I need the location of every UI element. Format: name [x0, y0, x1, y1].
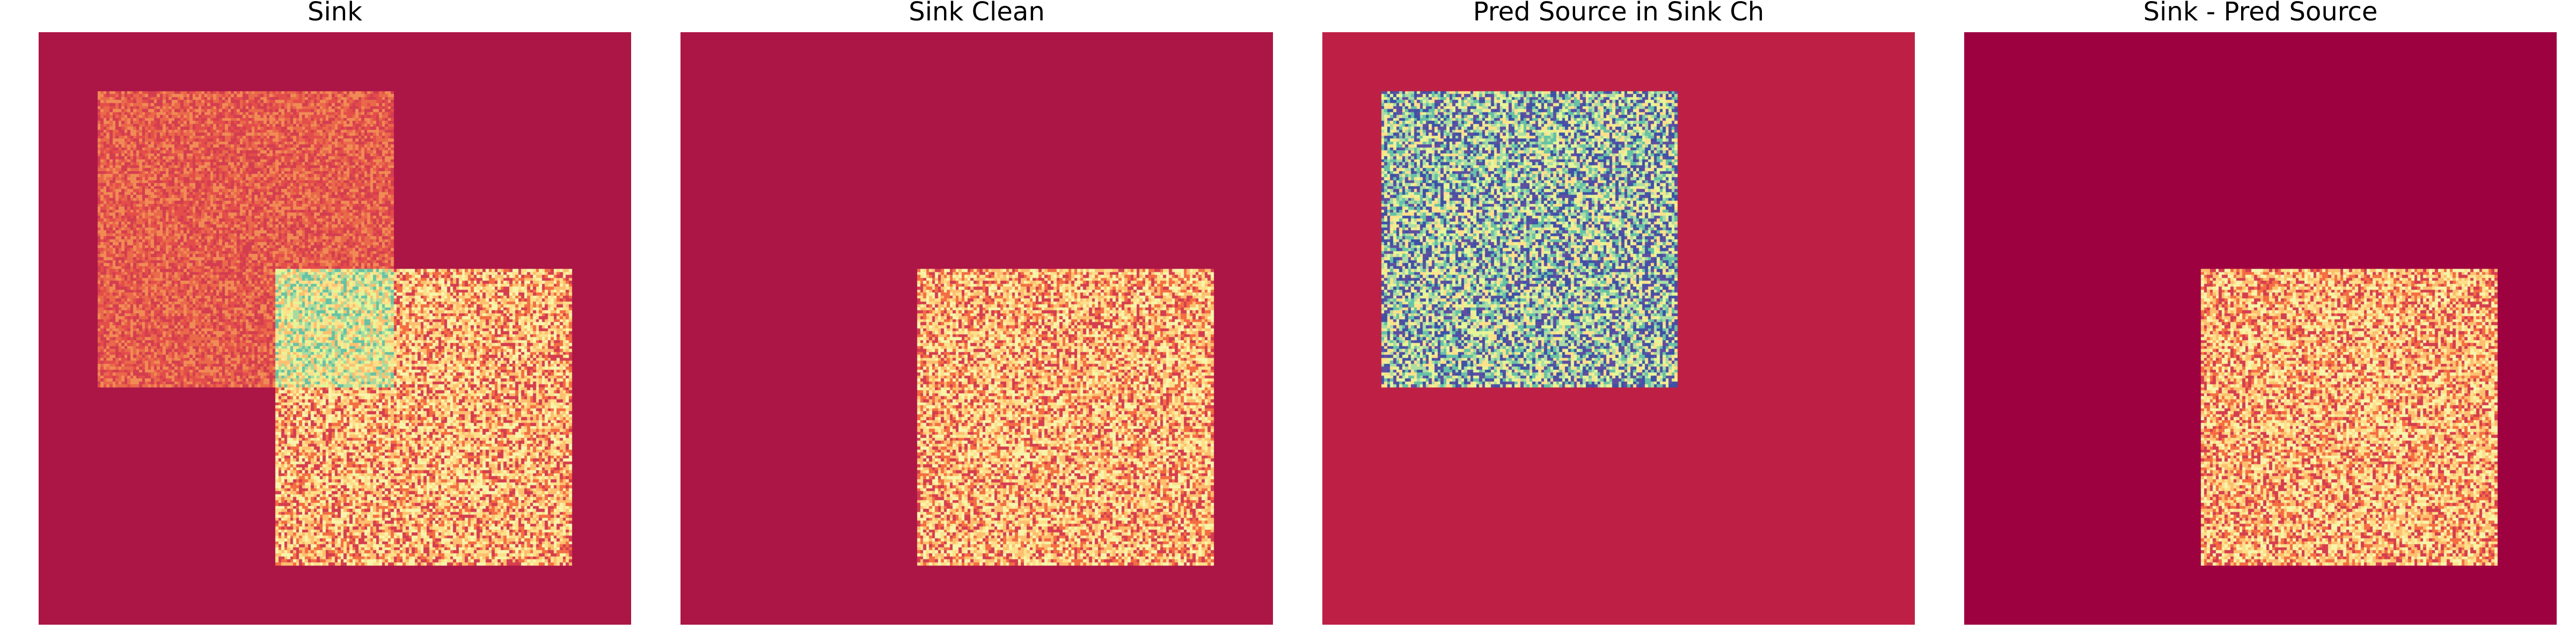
heatmap-canvas-pred-source — [1322, 32, 1915, 625]
heatmap-canvas-sink-clean — [680, 32, 1273, 625]
panel-title: Sink - Pred Source — [2143, 0, 2378, 27]
heatmap-panel-pred-source: Pred Source in Sink Ch — [1322, 0, 1915, 644]
panel-title: Sink — [307, 0, 363, 27]
heatmap-canvas-sink — [39, 32, 631, 625]
heatmap-panel-sink: Sink — [39, 0, 631, 644]
heatmap-panel-sink-clean: Sink Clean — [680, 0, 1273, 644]
heatmap-canvas-sink-minus-pred — [1964, 32, 2557, 625]
panel-title: Sink Clean — [909, 0, 1045, 27]
panel-title: Pred Source in Sink Ch — [1473, 0, 1765, 27]
heatmap-panel-sink-minus-pred: Sink - Pred Source — [1964, 0, 2557, 644]
